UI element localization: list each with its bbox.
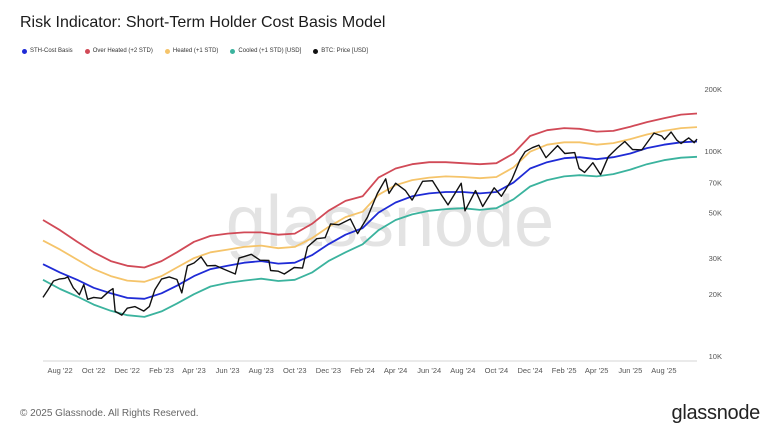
x-tick-label: Apr '25 [585, 366, 609, 375]
chart-title: Risk Indicator: Short-Term Holder Cost B… [20, 14, 386, 31]
x-tick-label: Oct '22 [82, 366, 106, 375]
x-tick-label: Aug '25 [651, 366, 676, 375]
x-tick-label: Aug '23 [249, 366, 274, 375]
legend-marker [230, 48, 236, 54]
legend-label: Over Heated (+2 STD) [92, 48, 153, 54]
legend-item-cooled[interactable]: Cooled (+1 STD) [USD] [230, 48, 301, 54]
legend-label: BTC: Price [USD] [321, 48, 368, 54]
series-line-cooled-1-std-usd [42, 155, 698, 318]
x-tick-label: Apr '23 [182, 366, 206, 375]
y-axis-ticks: 200K 100K 70K 50K 30K 20K 10K [704, 85, 722, 361]
x-tick-label: Feb '24 [350, 366, 375, 375]
x-tick-label: Jun '25 [618, 366, 642, 375]
x-tick-label: Apr '24 [384, 366, 408, 375]
y-tick-label: 10K [709, 352, 722, 361]
x-tick-label: Dec '23 [316, 366, 341, 375]
x-tick-label: Oct '24 [485, 366, 509, 375]
series-line-over-heated-2-std [42, 112, 698, 269]
x-axis-ticks: Aug '22 Oct '22 Dec '22 Feb '23 Apr '23 Jun '… [47, 366, 676, 375]
legend-label: Cooled (+1 STD) [USD] [238, 48, 302, 54]
legend-marker [164, 48, 170, 54]
legend-label: Heated (+1 STD) [172, 48, 219, 54]
x-tick-label: Jun '24 [417, 366, 441, 375]
y-tick-label: 100K [704, 147, 722, 156]
y-tick-label: 20K [709, 290, 722, 299]
brand-logo: glassnode [671, 402, 761, 424]
watermark: glassnode [226, 182, 554, 262]
x-tick-label: Jun '23 [216, 366, 240, 375]
y-tick-label: 200K [704, 85, 722, 94]
y-tick-label: 30K [709, 254, 722, 263]
series-line-sth-cost-basis [42, 140, 698, 300]
legend-item-over-heated[interactable]: Over Heated (+2 STD) [84, 48, 153, 54]
chart-legend: STH-Cost Basis Over Heated (+2 STD) Heat… [22, 48, 368, 54]
legend-item-btc-price[interactable]: BTC: Price [USD] [313, 48, 368, 54]
chart-area: glassnode Aug '22 Oct '22 Dec '22 Feb '23 Ap… [42, 85, 722, 375]
series-line-heated-1-std [42, 126, 698, 283]
x-tick-label: Oct '23 [283, 366, 307, 375]
x-tick-label: Dec '24 [517, 366, 542, 375]
legend-item-sth-cost-basis[interactable]: STH-Cost Basis [22, 48, 73, 54]
series-line-btc-price-usd [42, 131, 698, 316]
legend-marker [22, 48, 27, 54]
x-tick-label: Dec '22 [115, 366, 140, 375]
series-layer [42, 112, 698, 318]
y-tick-label: 50K [709, 209, 722, 218]
legend-label: STH-Cost Basis [30, 48, 73, 54]
copyright-notice: © 2025 Glassnode. All Rights Reserved. [20, 408, 199, 419]
x-tick-label: Aug '24 [450, 366, 475, 375]
y-tick-label: 70K [709, 179, 722, 188]
x-tick-label: Feb '23 [149, 366, 174, 375]
legend-item-heated[interactable]: Heated (+1 STD) [164, 48, 219, 54]
legend-marker [313, 48, 319, 54]
x-tick-label: Aug '22 [47, 366, 72, 375]
x-tick-label: Feb '25 [552, 366, 577, 375]
legend-marker [84, 48, 90, 54]
